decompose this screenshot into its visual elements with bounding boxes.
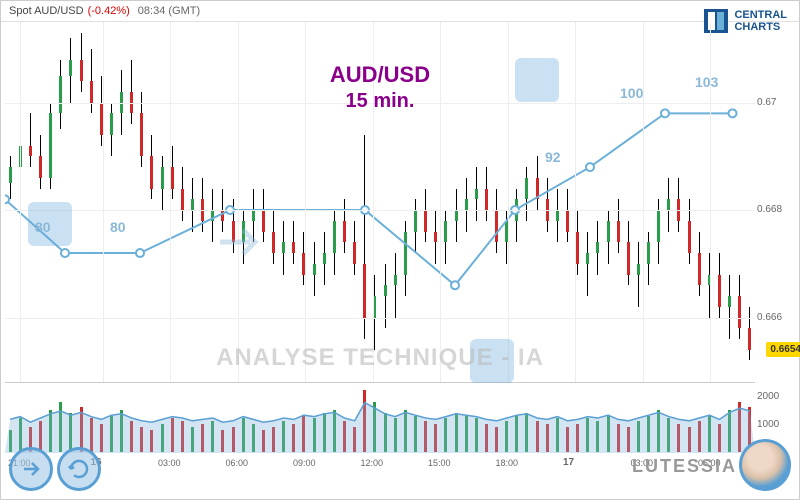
timestamp: 08:34 (GMT): [138, 5, 200, 17]
price-chart[interactable]: AUD/USD 15 min. ANALYSE TECHNIQUE - IA 0…: [5, 22, 755, 382]
arrow-icon: [215, 222, 265, 272]
price-yaxis: 0.6660.6680.67: [757, 22, 800, 382]
nav-refresh-icon[interactable]: [57, 447, 101, 491]
instrument-label: Spot AUD/USD: [9, 5, 84, 17]
chart-title: AUD/USD 15 min.: [330, 62, 430, 113]
pct-change: (-0.42%): [88, 5, 130, 17]
branding-text: LUTESSIA: [632, 456, 737, 477]
avatar-icon[interactable]: [739, 439, 791, 491]
watermark-text: ANALYSE TECHNIQUE - IA: [216, 344, 544, 372]
watermark-icon: [515, 58, 559, 102]
chart-header: Spot AUD/USD (-0.42%) 08:34 (GMT): [1, 1, 799, 22]
nav-controls: [9, 447, 101, 491]
nav-forward-icon[interactable]: [9, 447, 53, 491]
